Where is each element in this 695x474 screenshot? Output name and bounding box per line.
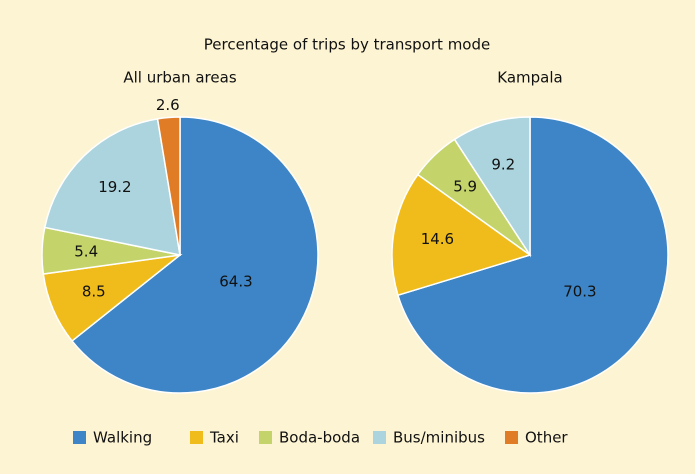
legend-label: Bus/minibus [393,429,485,447]
data-label: 19.2 [98,178,131,196]
legend-label: Taxi [209,429,239,447]
legend-swatch [190,431,203,444]
legend-swatch [505,431,518,444]
legend-swatch [73,431,86,444]
legend-swatch [259,431,272,444]
chart-title: Percentage of trips by transport mode [204,36,490,54]
data-label: 2.6 [156,96,180,114]
data-label: 5.9 [453,178,477,196]
data-label: 64.3 [219,272,252,290]
legend-label: Other [525,429,568,447]
data-label: 9.2 [491,156,515,174]
pie-slice [453,116,531,258]
data-label: 70.3 [563,282,596,300]
pie-slice [397,116,669,394]
legend-label: Walking [93,429,152,447]
pie-slice [391,173,532,297]
pie-title: Kampala [497,69,562,87]
pie-slice [43,117,181,256]
legend-label: Boda-boda [279,429,360,447]
pie-slice [70,116,319,394]
pie-slice [156,116,181,256]
pie-title: All urban areas [123,69,236,87]
data-label: 8.5 [82,282,106,300]
data-label: 5.4 [74,243,98,261]
legend-swatch [373,431,386,444]
data-label: 14.6 [421,230,454,248]
